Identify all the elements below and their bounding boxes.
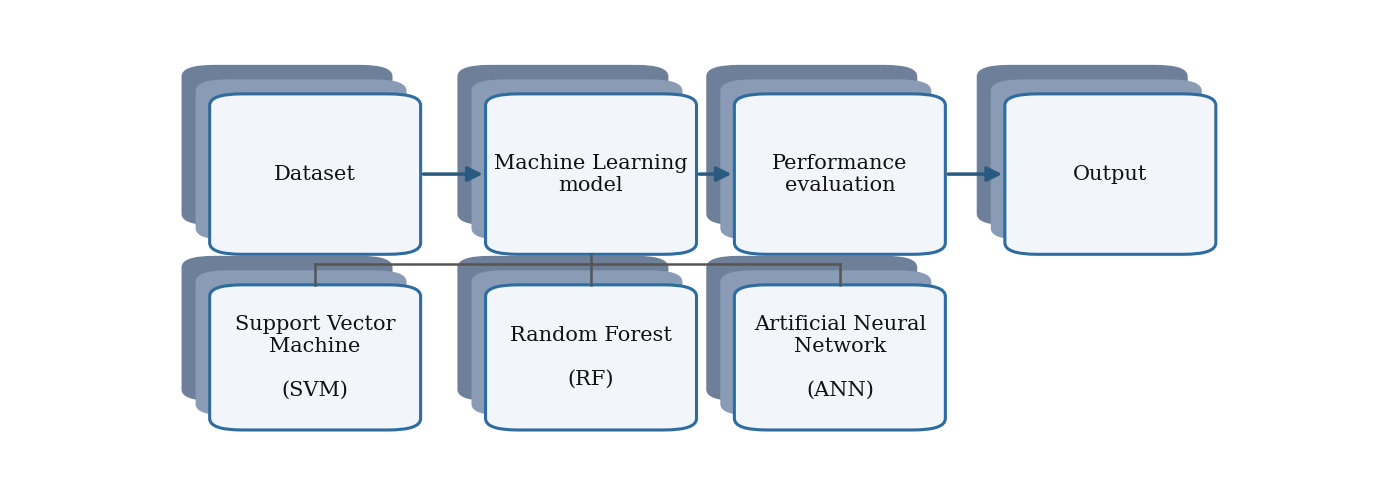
Text: Artificial Neural
Network

(ANN): Artificial Neural Network (ANN)	[754, 315, 926, 400]
FancyBboxPatch shape	[472, 270, 683, 416]
Text: Dataset: Dataset	[274, 165, 356, 184]
FancyBboxPatch shape	[734, 94, 945, 254]
Text: Machine Learning
model: Machine Learning model	[494, 154, 688, 194]
FancyBboxPatch shape	[458, 256, 669, 401]
FancyBboxPatch shape	[977, 65, 1188, 225]
FancyBboxPatch shape	[181, 256, 392, 401]
Text: Output: Output	[1074, 165, 1148, 184]
FancyBboxPatch shape	[734, 285, 945, 430]
FancyBboxPatch shape	[720, 270, 931, 416]
FancyBboxPatch shape	[458, 65, 669, 225]
FancyBboxPatch shape	[195, 79, 406, 240]
Text: Performance
evaluation: Performance evaluation	[772, 154, 907, 194]
FancyBboxPatch shape	[1005, 94, 1216, 254]
FancyBboxPatch shape	[209, 94, 420, 254]
FancyBboxPatch shape	[181, 65, 392, 225]
Text: Random Forest

(RF): Random Forest (RF)	[510, 326, 671, 389]
FancyBboxPatch shape	[486, 285, 697, 430]
Text: Support Vector
Machine

(SVM): Support Vector Machine (SVM)	[235, 315, 395, 400]
FancyBboxPatch shape	[991, 79, 1202, 240]
FancyBboxPatch shape	[472, 79, 683, 240]
FancyBboxPatch shape	[706, 256, 917, 401]
FancyBboxPatch shape	[720, 79, 931, 240]
FancyBboxPatch shape	[195, 270, 406, 416]
FancyBboxPatch shape	[706, 65, 917, 225]
FancyBboxPatch shape	[209, 285, 420, 430]
FancyBboxPatch shape	[486, 94, 697, 254]
